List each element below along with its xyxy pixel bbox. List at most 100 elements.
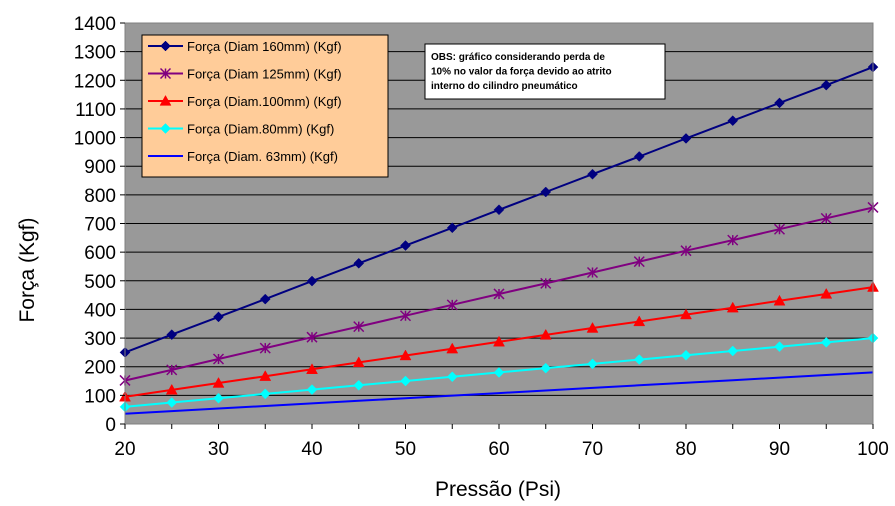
y-tick-label: 100: [84, 386, 116, 407]
legend-label: Força (Diam 160mm) (Kgf): [187, 39, 342, 54]
data-point: [820, 79, 832, 91]
data-point: [166, 364, 178, 376]
data-point: [680, 133, 692, 144]
data-point: [165, 383, 178, 395]
data-point: [680, 245, 692, 257]
data-point: [446, 222, 458, 234]
legend-item: Força (Diam.80mm) (Kgf): [148, 122, 334, 137]
data-point: [586, 322, 599, 333]
legend-label: Força (Diam.100mm) (Kgf): [187, 94, 342, 109]
x-tick-label: 90: [769, 439, 790, 460]
data-point: [446, 342, 459, 354]
x-tick-label: 70: [582, 439, 603, 460]
data-point: [353, 379, 365, 391]
y-tick-label: 300: [84, 329, 116, 350]
data-point: [259, 388, 271, 400]
x-tick-label: 20: [114, 439, 135, 460]
data-point: [400, 240, 411, 251]
data-point: [633, 151, 645, 162]
data-point: [166, 329, 178, 340]
data-point: [727, 115, 739, 127]
y-tick-label: 800: [84, 186, 116, 207]
data-point: [493, 335, 505, 347]
annotation-line: interno do cilindro pneumático: [431, 81, 578, 92]
data-point: [587, 168, 598, 180]
data-point: [820, 337, 832, 348]
data-point: [820, 212, 832, 224]
legend-label: Força (Diam.80mm) (Kgf): [187, 122, 334, 137]
x-tick-label: 80: [675, 439, 696, 460]
data-point: [540, 186, 552, 198]
data-point: [493, 288, 505, 300]
y-tick-label: 500: [84, 272, 116, 293]
data-point: [586, 266, 599, 279]
data-point: [773, 294, 786, 306]
x-axis-title: Pressão (Psi): [435, 478, 561, 501]
data-point: [353, 257, 365, 269]
data-point: [259, 293, 271, 305]
y-tick-label: 1000: [74, 129, 116, 150]
y-tick-label: 1300: [74, 43, 116, 64]
x-tick-label: 30: [208, 439, 229, 460]
legend-item: Força (Diam 125mm) (Kgf): [148, 67, 342, 82]
data-point: [774, 97, 785, 109]
y-axis-title: Força (Kgf): [16, 217, 39, 322]
data-point: [774, 341, 785, 353]
data-point: [540, 362, 552, 374]
data-point: [399, 349, 412, 361]
data-point: [493, 204, 505, 216]
series-4: [119, 332, 879, 413]
data-point: [539, 328, 552, 340]
legend-marker: [159, 94, 172, 106]
legend-item: Força (Diam.100mm) (Kgf): [148, 94, 342, 109]
data-point: [399, 310, 412, 322]
y-tick-label: 1400: [74, 14, 116, 35]
data-point: [400, 375, 411, 387]
annotation-box-bg: [424, 43, 666, 100]
data-point: [633, 354, 645, 365]
data-point: [306, 331, 318, 343]
legend-marker: [160, 40, 171, 52]
data-point: [727, 345, 739, 357]
data-point: [446, 299, 458, 311]
legend-label: Força (Diam 125mm) (Kgf): [187, 67, 342, 82]
data-point: [493, 367, 505, 378]
data-point: [213, 311, 224, 323]
legend-marker: [160, 123, 171, 134]
data-point: [680, 349, 692, 361]
data-point: [166, 397, 178, 408]
y-tick-label: 1200: [74, 71, 116, 92]
data-point: [352, 356, 365, 368]
legend-marker: [159, 67, 172, 80]
y-tick-label: 1100: [75, 100, 116, 121]
data-point: [353, 321, 365, 333]
data-point: [820, 287, 833, 299]
y-tick-label: 900: [84, 157, 116, 178]
data-point: [213, 392, 224, 404]
data-point: [306, 363, 318, 374]
x-tick-label: 100: [857, 439, 889, 460]
legend-label: Força (Diam. 63mm) (Kgf): [187, 149, 338, 164]
y-tick-label: 700: [84, 215, 116, 236]
series-2: [119, 201, 879, 386]
data-point: [680, 308, 692, 320]
y-tick-label: 400: [84, 300, 116, 321]
data-point: [259, 370, 272, 381]
legend-item: Força (Diam 160mm) (Kgf): [148, 39, 342, 54]
annotation-line: 10% no valor da força devido ao atrito: [431, 67, 612, 78]
data-point: [773, 223, 786, 235]
data-point: [726, 301, 739, 313]
data-point: [633, 256, 645, 268]
annotation-box: OBS: gráfico considerando perda de 10% no…: [424, 43, 666, 100]
annotation-line: OBS: gráfico considerando perda de: [431, 52, 605, 63]
series-line: [124, 371, 874, 415]
x-tick-label: 60: [488, 439, 509, 460]
legend-item: Força (Diam. 63mm) (Kgf): [148, 149, 338, 164]
series-5: [124, 371, 874, 415]
x-tick-label: 40: [301, 439, 322, 460]
data-point: [212, 353, 225, 365]
y-tick-label: 200: [84, 358, 116, 379]
data-point: [633, 315, 646, 327]
